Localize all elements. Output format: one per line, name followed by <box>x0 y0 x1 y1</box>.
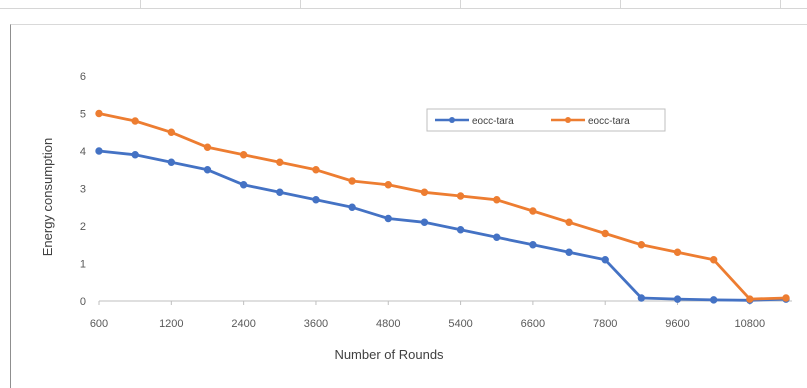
x-tick-label: 4800 <box>376 318 400 330</box>
series-1-point <box>384 214 392 223</box>
series-1-point <box>493 233 501 241</box>
y-tick-label: 0 <box>80 296 86 308</box>
legend-box <box>426 108 666 132</box>
series-2-point <box>384 181 392 189</box>
series-2-point <box>456 192 465 200</box>
x-tick-label: 5400 <box>448 318 472 330</box>
x-tick-label: 3600 <box>304 318 328 330</box>
series-2-point <box>131 117 139 125</box>
x-tick-label: 10800 <box>735 318 766 330</box>
x-tick-labels: 600 1200 2400 3600 4800 5400 6600 7800 9600 10800 <box>90 318 765 330</box>
y-tick-label: 1 <box>80 259 86 271</box>
series-2-point <box>203 143 212 151</box>
legend: eocc-tara eocc-tara <box>426 108 666 132</box>
y-tick-label: 3 <box>80 184 86 196</box>
legend-label-2: eocc-tara <box>588 116 630 127</box>
series-2-point <box>420 188 429 196</box>
series-1-point <box>673 295 682 303</box>
chart-area[interactable]: 0 1 2 3 4 5 6 600 1200 2400 3600 4800 5400 6600 7800 9… <box>10 24 807 388</box>
series-1-line <box>98 149 787 302</box>
series-2-point <box>746 295 754 303</box>
legend-marker-2 <box>565 117 571 123</box>
series-2-point <box>601 229 609 238</box>
x-tick-label: 6600 <box>521 318 545 330</box>
y-tick-label: 2 <box>80 221 86 233</box>
series-2-point <box>167 128 176 136</box>
series-2-point <box>529 207 537 215</box>
series-1-point <box>239 181 248 189</box>
series-1-point <box>601 256 609 264</box>
x-axis-title: Number of Rounds <box>334 347 444 362</box>
series-2-point <box>95 109 103 118</box>
x-tick-label: 1200 <box>159 318 183 330</box>
series-1-point <box>276 188 284 196</box>
series-1-point <box>95 147 103 155</box>
spreadsheet-grid-row <box>0 0 807 9</box>
series-1-point <box>312 196 320 204</box>
legend-label-1: eocc-tara <box>472 116 514 127</box>
x-tick-label: 9600 <box>665 318 689 330</box>
series-2-point <box>673 248 682 256</box>
series-1-point <box>420 218 429 226</box>
series-1-point <box>348 203 356 211</box>
x-tick-label: 7800 <box>593 318 617 330</box>
series-2-line <box>98 112 787 301</box>
series-1-point <box>167 158 176 166</box>
series-2-point <box>493 196 501 204</box>
series-1-point <box>529 241 537 249</box>
series-1-point <box>709 296 718 304</box>
x-tick-label: 2400 <box>231 318 255 330</box>
series-group <box>95 109 790 304</box>
series-1-point <box>203 166 212 174</box>
y-tick-label: 5 <box>80 109 86 121</box>
series-2-point <box>565 218 573 226</box>
series-2-point <box>239 151 248 159</box>
series-2-point <box>276 158 284 166</box>
series-1-point <box>565 248 573 256</box>
axes-group <box>98 300 792 305</box>
series-1-point <box>637 294 646 302</box>
y-tick-label: 6 <box>80 71 86 83</box>
series-1-point <box>131 151 139 159</box>
series-2-point <box>709 256 718 264</box>
series-2-point <box>348 177 356 185</box>
legend-marker-1 <box>449 117 455 123</box>
y-tick-labels: 0 1 2 3 4 5 6 <box>80 71 86 308</box>
line-chart: 0 1 2 3 4 5 6 600 1200 2400 3600 4800 5400 6600 7800 9… <box>40 71 792 362</box>
y-axis-title: Energy consumption <box>40 138 55 257</box>
series-2-point <box>782 294 790 302</box>
series-2-point <box>312 166 320 174</box>
series-1-point <box>456 226 465 234</box>
x-tick-label: 600 <box>90 318 108 330</box>
series-2-point <box>637 241 646 249</box>
y-tick-label: 4 <box>80 146 86 158</box>
